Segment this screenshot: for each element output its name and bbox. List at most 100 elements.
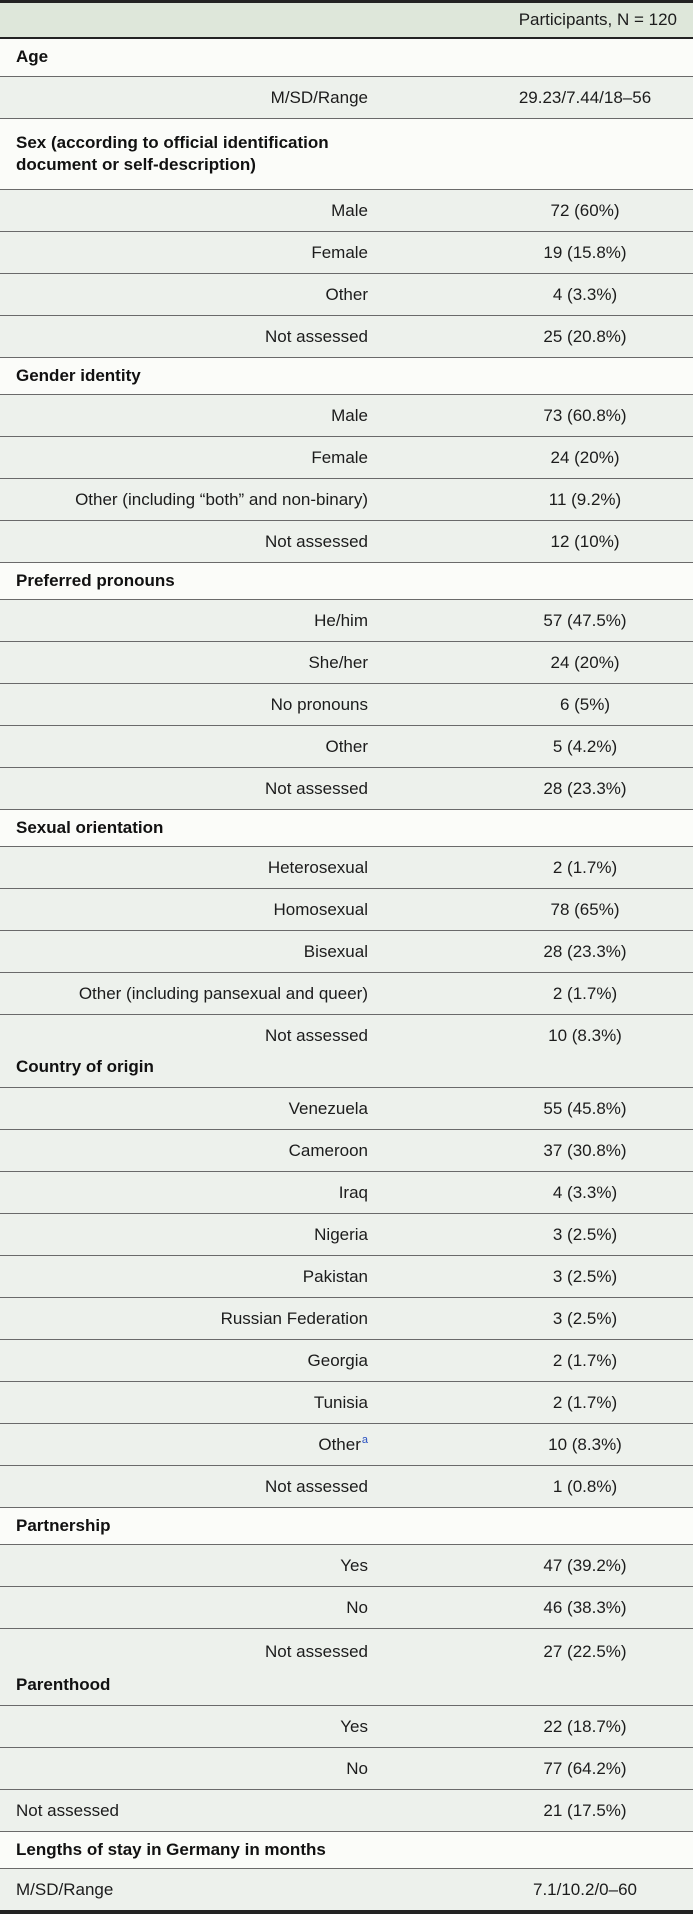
row-value: 3 (2.5%): [552, 1224, 618, 1244]
row-label-text: Not assessed: [265, 1641, 368, 1661]
row-label-text: Tunisia: [313, 1392, 368, 1412]
table-row: Venezuela 55 (45.8%): [0, 1087, 693, 1130]
row-label-text: Venezuela: [288, 1098, 368, 1118]
row-label: No pronouns: [16, 694, 368, 715]
table-row: Yes 47 (39.2%): [0, 1544, 693, 1587]
row-value: 73 (60.8%): [543, 405, 627, 425]
table-row: Nigeria 3 (2.5%): [0, 1213, 693, 1256]
section-header-row: Parenthood: [16, 1674, 677, 1705]
row-label-text: Iraq: [338, 1182, 368, 1202]
table-row: M/SD/Range 7.1/10.2/0–60: [0, 1868, 693, 1911]
table-row: Tunisia 2 (1.7%): [0, 1381, 693, 1424]
row-label-text: She/her: [308, 652, 368, 672]
row-value: 3 (2.5%): [552, 1266, 618, 1286]
row-label-text: Yes: [340, 1555, 368, 1575]
row-label-text: Not assessed: [265, 1025, 368, 1045]
row-label-text: M/SD/Range: [270, 87, 368, 107]
row-value: 28 (23.3%): [543, 778, 627, 798]
row-value: 27 (22.5%): [543, 1641, 627, 1661]
table-row-grid: She/her 24 (20%): [16, 642, 677, 683]
section-header-row: Partnership: [0, 1507, 693, 1545]
table-row-grid: Other (including “both” and non-binary) 1…: [16, 479, 677, 520]
section-title: Partnership: [16, 1516, 111, 1536]
row-label-text: Nigeria: [314, 1224, 368, 1244]
table-row-grid: Not assessed 25 (20.8%): [16, 316, 677, 357]
row-value: 28 (23.3%): [543, 941, 627, 961]
table-row: Male 73 (60.8%): [0, 394, 693, 436]
row-label: Bisexual: [16, 941, 368, 962]
table-row: No 77 (64.2%): [0, 1747, 693, 1790]
row-value: 47 (39.2%): [543, 1555, 627, 1575]
row-label-text: Other: [318, 1434, 361, 1454]
table-row-grid: Yes 22 (18.7%): [16, 1706, 677, 1747]
table-row: Iraq 4 (3.3%): [0, 1171, 693, 1214]
table-row: Cameroon 37 (30.8%): [0, 1129, 693, 1172]
table-body: Age M/SD/Range 29.23/7.44/18–56 Sex (accord…: [0, 39, 693, 1911]
row-value: 21 (17.5%): [543, 1800, 627, 1820]
row-value: 2 (1.7%): [552, 983, 618, 1003]
row-value: 4 (3.3%): [552, 1182, 618, 1202]
table-row: No 46 (38.3%): [0, 1586, 693, 1629]
table-row: Other (including “both” and non-binary) 1…: [0, 478, 693, 520]
row-label-text: Female: [311, 242, 368, 262]
table-row: Other 5 (4.2%): [0, 725, 693, 767]
table-row-grid: Venezuela 55 (45.8%): [16, 1088, 677, 1129]
row-label-text: Pakistan: [302, 1266, 368, 1286]
table-row-grid: Male 72 (60%): [16, 190, 677, 231]
row-label-text: He/him: [314, 610, 368, 630]
row-label: Male: [16, 405, 368, 426]
row-label-text: Not assessed: [265, 778, 368, 798]
row-label: Not assessed: [16, 1641, 368, 1662]
row-label-text: No pronouns: [270, 694, 368, 714]
table-row: Othera 10 (8.3%): [0, 1423, 693, 1466]
row-label-text: Not assessed: [265, 1476, 368, 1496]
row-label: Nigeria: [16, 1224, 368, 1245]
section-header-row: Age: [0, 39, 693, 76]
row-label: Other: [16, 736, 368, 757]
table-row-grid: Homosexual 78 (65%): [16, 889, 677, 930]
table-row: Not assessed 28 (23.3%): [0, 767, 693, 809]
section-header-row: Lengths of stay in Germany in months: [0, 1831, 693, 1869]
table-row: Not assessed 25 (20.8%): [0, 315, 693, 357]
table-row: Other (including pansexual and queer) 2 (…: [0, 972, 693, 1014]
row-label: M/SD/Range: [16, 87, 368, 108]
row-value: 25 (20.8%): [543, 326, 627, 346]
table-row-grid: Not assessed 27 (22.5%): [16, 1629, 677, 1674]
table-row: Other 4 (3.3%): [0, 273, 693, 315]
table-row-grid: No 77 (64.2%): [16, 1748, 677, 1789]
row-label-text: Other (including “both” and non-binary): [75, 489, 368, 509]
row-value: 78 (65%): [550, 899, 620, 919]
row-label-text: M/SD/Range: [16, 1880, 114, 1900]
table-row-grid: M/SD/Range 29.23/7.44/18–56: [16, 77, 677, 118]
row-label-text: No: [346, 1597, 368, 1617]
row-value: 22 (18.7%): [543, 1716, 627, 1736]
row-label: Not assessed: [16, 1476, 368, 1497]
table-row-grid: Georgia 2 (1.7%): [16, 1340, 677, 1381]
row-value: 72 (60%): [550, 200, 620, 220]
row-label: Yes: [16, 1716, 368, 1737]
row-value: 57 (47.5%): [543, 610, 627, 630]
table-row: Pakistan 3 (2.5%): [0, 1255, 693, 1298]
row-label: Venezuela: [16, 1098, 368, 1119]
row-value: 10 (8.3%): [548, 1434, 622, 1454]
row-value: 2 (1.7%): [552, 1392, 618, 1412]
row-value: 46 (38.3%): [543, 1597, 627, 1617]
footnote-marker-link[interactable]: a: [361, 1434, 368, 1447]
table-row: Not assessed 21 (17.5%): [0, 1789, 693, 1832]
section-header-row: Sexual orientation: [0, 809, 693, 846]
row-label: Not assessed: [16, 1800, 368, 1821]
table-row-grid: Nigeria 3 (2.5%): [16, 1214, 677, 1255]
row-label: Iraq: [16, 1182, 368, 1203]
row-value: 6 (5%): [559, 694, 611, 714]
row-label: No: [16, 1758, 368, 1779]
row-label-text: Not assessed: [16, 1801, 119, 1821]
table-row-grid: Pakistan 3 (2.5%): [16, 1256, 677, 1297]
row-value: 1 (0.8%): [552, 1476, 618, 1496]
table-row-grid: Russian Federation 3 (2.5%): [16, 1298, 677, 1339]
row-label-text: Other: [325, 284, 368, 304]
row-label-text: Homosexual: [273, 899, 369, 919]
row-label: He/him: [16, 610, 368, 631]
row-label-text: Cameroon: [288, 1140, 368, 1160]
row-value: 7.1/10.2/0–60: [533, 1879, 637, 1899]
row-label: Female: [16, 242, 368, 263]
